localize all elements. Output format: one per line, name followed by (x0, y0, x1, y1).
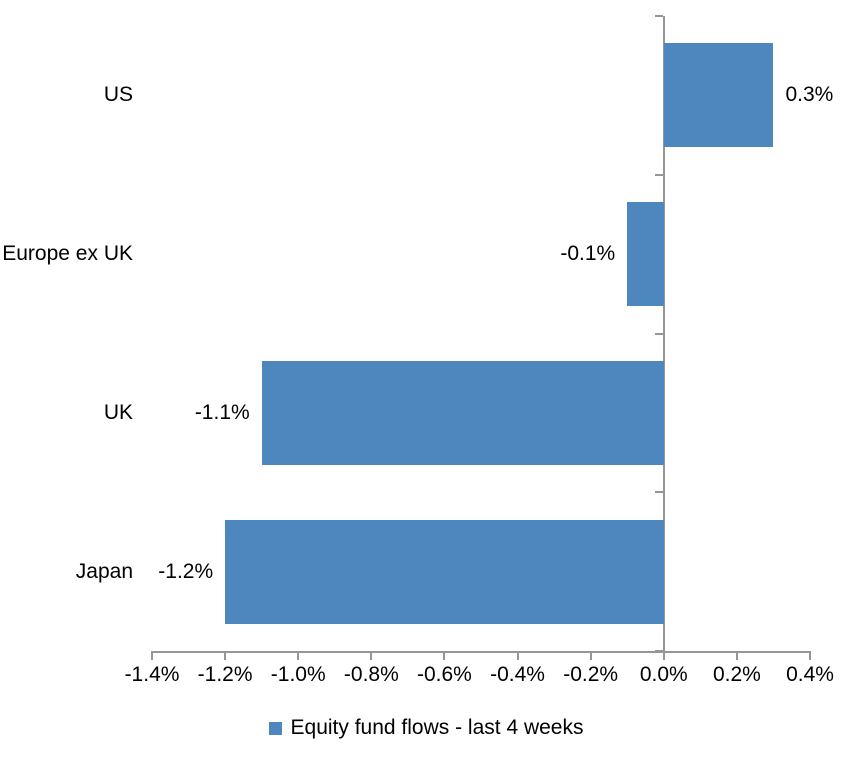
category-label: Japan (75, 559, 133, 583)
x-tick-label: -0.4% (490, 663, 545, 686)
x-axis-tick (589, 651, 592, 660)
x-axis-line (152, 651, 810, 653)
bar (225, 519, 664, 624)
x-tick-label: -1.2% (197, 663, 253, 686)
x-axis-tick (516, 651, 519, 660)
bar (663, 43, 774, 148)
x-axis-tick (809, 651, 811, 660)
zero-axis-tick (654, 15, 663, 17)
x-tick-label: -1.0% (270, 663, 326, 686)
x-axis-tick (370, 651, 373, 660)
bar-data-label: -0.1% (560, 242, 616, 266)
x-axis-tick (224, 651, 227, 660)
x-tick-label: 0.4% (786, 663, 834, 686)
category-label: UK (103, 400, 133, 424)
x-axis-tick (735, 651, 738, 660)
x-tick-label: -0.8% (343, 663, 399, 686)
x-tick-label: -0.2% (563, 663, 619, 686)
category-label: US (103, 83, 133, 107)
bar-data-label: -1.2% (158, 559, 214, 583)
bar-data-label: -1.1% (194, 400, 250, 424)
legend-series-swatch-icon (268, 721, 282, 735)
zero-axis-tick (654, 332, 663, 335)
x-axis-tick (297, 651, 300, 660)
bar (261, 360, 664, 465)
bar-data-label: 0.3% (785, 83, 834, 107)
x-axis-tick (662, 651, 665, 660)
zero-axis-tick (654, 173, 663, 176)
legend-label: Equity fund flows - last 4 weeks (290, 716, 584, 739)
category-label: Europe ex UK (2, 242, 133, 266)
x-tick-label: 0.0% (639, 663, 688, 686)
x-tick-label: -1.4% (124, 663, 180, 686)
x-axis-tick (443, 651, 446, 660)
zero-axis-tick (654, 491, 663, 494)
x-tick-label: 0.2% (712, 663, 761, 686)
x-axis-tick (151, 651, 153, 660)
bar (627, 202, 664, 307)
zero-axis-line (662, 16, 665, 651)
legend: Equity fund flows - last 4 weeks (0, 716, 852, 740)
x-tick-label: -0.6% (417, 663, 472, 686)
